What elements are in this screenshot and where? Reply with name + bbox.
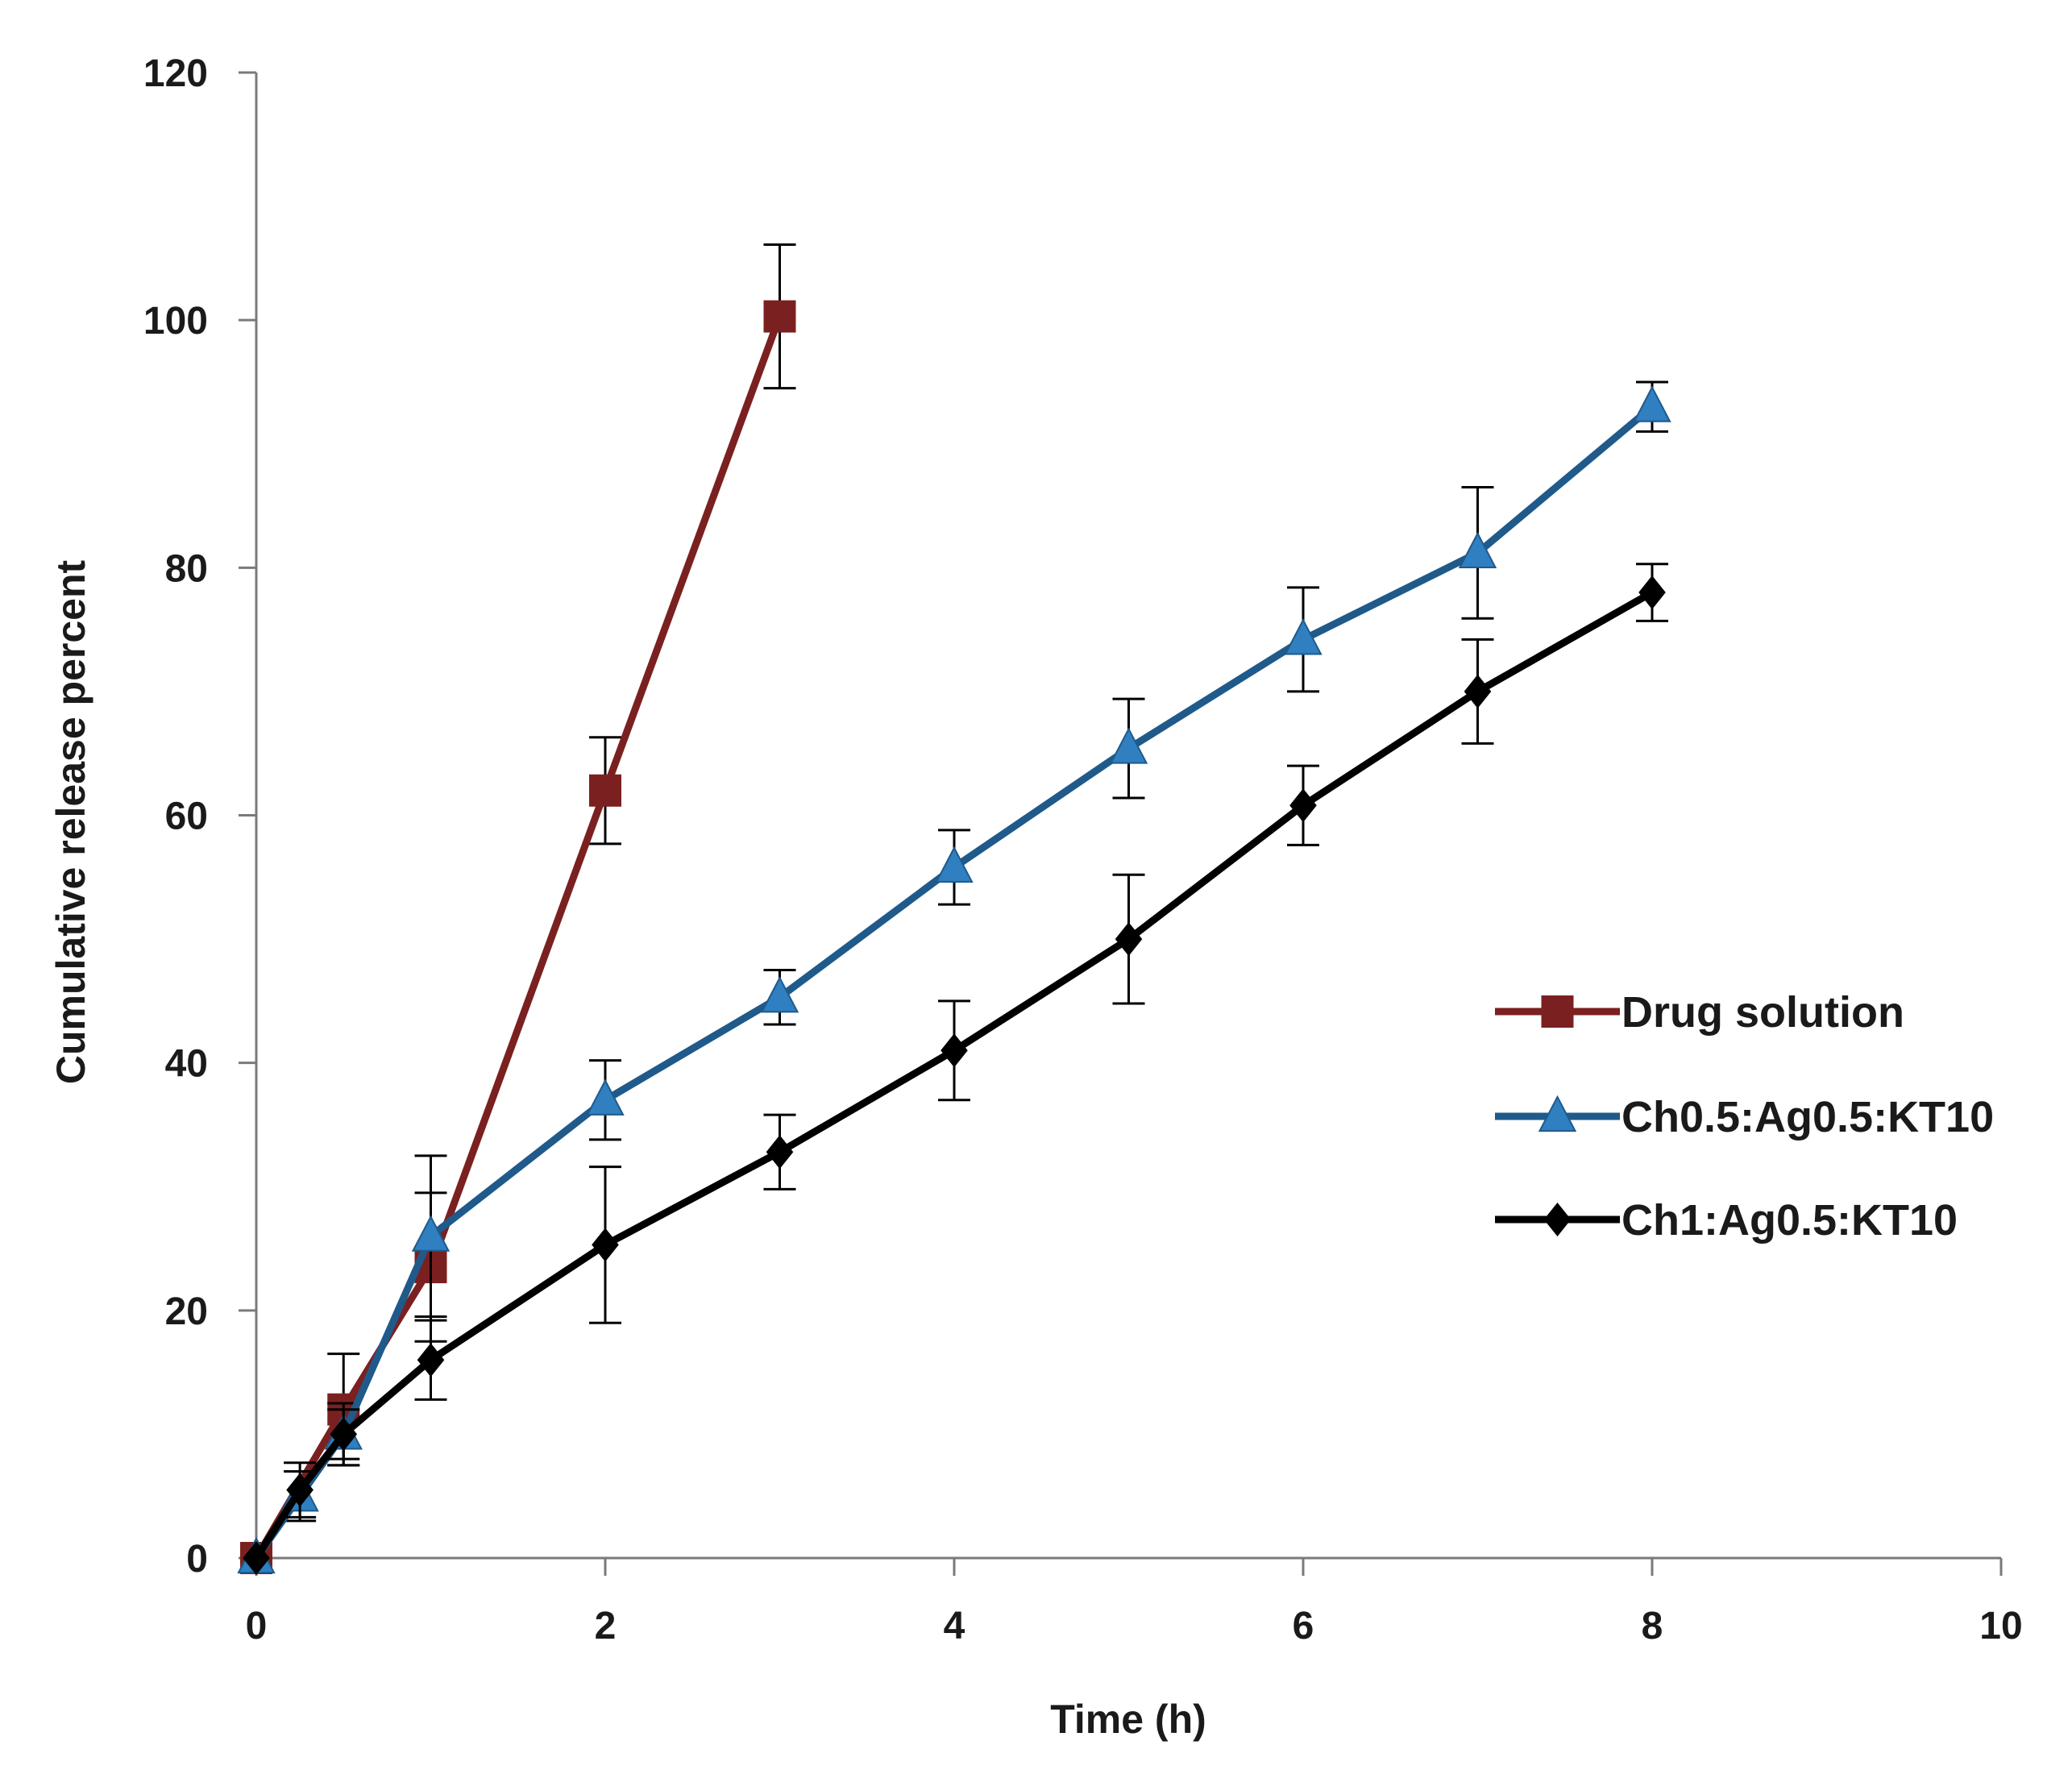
data-point — [411, 1215, 451, 1252]
y-tick-label: 20 — [165, 1290, 208, 1333]
y-tick-label: 0 — [186, 1538, 208, 1581]
x-tick-label: 6 — [1293, 1605, 1314, 1648]
legend: Drug solution Ch0.5:Ag0.5:KT10 Ch1:Ag0.5:K… — [1495, 988, 1994, 1245]
x-axis-title: Time (h) — [1050, 1697, 1206, 1742]
legend-item: Ch0.5:Ag0.5:KT10 — [1495, 1093, 1994, 1141]
legend-label: Drug solution — [1621, 988, 1904, 1037]
legend-item: Drug solution — [1495, 988, 1904, 1037]
data-point — [1115, 922, 1143, 957]
series-line — [252, 313, 783, 1562]
y-axis-title: Cumulative release percent — [48, 560, 93, 1085]
data-point — [589, 774, 621, 807]
data-point — [592, 1228, 619, 1262]
series-layer — [237, 243, 1671, 1575]
x-tick-label: 2 — [595, 1605, 617, 1648]
data-point — [417, 1343, 445, 1377]
axes: 0 20 40 60 80 100 120 0 2 4 6 8 10 — [143, 52, 2023, 1648]
data-point — [763, 300, 796, 333]
data-point — [760, 975, 799, 1013]
data-point — [1458, 531, 1497, 569]
data-point — [1638, 576, 1666, 610]
legend-marker — [1543, 1203, 1572, 1236]
y-tick-label: 60 — [165, 796, 208, 838]
series-drug-solution — [240, 243, 796, 1574]
data-point — [935, 846, 974, 883]
series-ch0-5-ag0-5-kt10 — [237, 380, 1671, 1574]
data-point — [286, 1473, 313, 1507]
data-point — [330, 1417, 358, 1452]
x-tick-label: 10 — [1979, 1605, 2022, 1648]
legend-marker — [1541, 995, 1574, 1028]
x-tick-label: 4 — [944, 1605, 965, 1648]
legend-item: Ch1:Ag0.5:KT10 — [1495, 1196, 1958, 1245]
data-point — [586, 1078, 625, 1116]
data-point — [766, 1135, 794, 1170]
y-tick-label: 40 — [165, 1043, 208, 1086]
data-point — [940, 1033, 968, 1068]
y-tick-label: 120 — [143, 52, 208, 95]
x-tick-label: 8 — [1642, 1605, 1663, 1648]
y-tick-label: 100 — [143, 300, 208, 343]
legend-label: Ch1:Ag0.5:KT10 — [1621, 1196, 1958, 1245]
data-point — [1633, 385, 1671, 422]
data-point — [1289, 788, 1317, 823]
data-point — [243, 1541, 270, 1575]
legend-label: Ch0.5:Ag0.5:KT10 — [1621, 1093, 1994, 1141]
data-point — [1464, 674, 1492, 708]
series-line — [252, 403, 1656, 1562]
y-tick-label: 80 — [165, 547, 208, 590]
data-point — [1109, 727, 1148, 764]
series-ch1-ag0-5-kt10 — [243, 563, 1668, 1575]
data-point — [1284, 618, 1323, 655]
x-tick-label: 0 — [246, 1605, 268, 1648]
legend-marker — [1538, 1095, 1577, 1132]
